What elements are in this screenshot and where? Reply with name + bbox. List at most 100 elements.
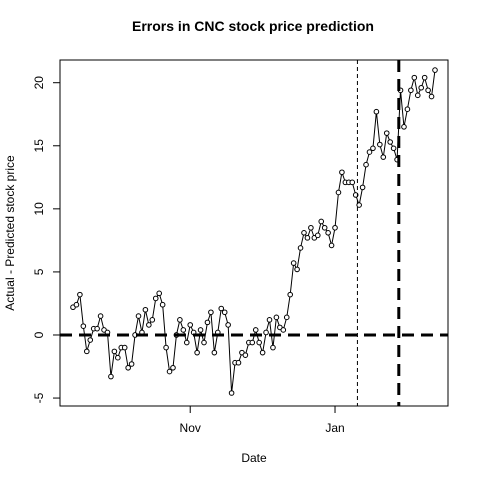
point (201, 339, 207, 346)
point (259, 349, 266, 356)
point (142, 306, 149, 313)
point (352, 192, 359, 198)
point (111, 348, 118, 355)
point (80, 323, 87, 329)
point (283, 314, 290, 321)
y-tick-label: 15 (32, 139, 46, 153)
point (280, 327, 287, 333)
point (418, 84, 425, 91)
plot-frame (59, 59, 449, 407)
point (308, 224, 314, 231)
point (294, 266, 300, 273)
point (242, 352, 249, 358)
point (77, 291, 83, 298)
y-axis-label: Actual - Predicted stock price (3, 155, 17, 311)
point (304, 235, 311, 241)
point (318, 218, 325, 225)
point (359, 184, 366, 191)
point (290, 260, 297, 266)
point (115, 354, 121, 361)
point (256, 339, 262, 346)
x-axis-label: Date (241, 451, 267, 465)
point (270, 344, 276, 351)
point (249, 339, 256, 346)
point (297, 245, 304, 251)
point (225, 322, 231, 328)
x-tick-label: Jan (325, 421, 344, 435)
point (432, 67, 438, 73)
point (73, 301, 80, 308)
point (373, 108, 380, 115)
point (263, 329, 269, 336)
point (287, 291, 294, 298)
point (339, 169, 345, 176)
point (383, 130, 390, 136)
point (321, 224, 328, 231)
point (121, 344, 128, 351)
point (94, 325, 100, 332)
point (377, 141, 383, 148)
point (156, 290, 162, 297)
point (404, 106, 411, 112)
point (332, 224, 338, 231)
point (146, 322, 152, 328)
point (335, 189, 342, 196)
point (363, 161, 369, 168)
point (128, 361, 135, 367)
point (390, 145, 397, 152)
point (135, 313, 142, 319)
point (401, 124, 407, 130)
point (83, 348, 90, 355)
point (408, 87, 414, 94)
point (108, 373, 114, 380)
point (314, 232, 321, 239)
point (414, 92, 421, 99)
point (149, 317, 156, 323)
point (273, 314, 280, 321)
point (197, 327, 204, 333)
point (218, 305, 225, 312)
point (387, 139, 393, 145)
point (349, 179, 356, 186)
point (428, 93, 435, 100)
y-tick-label: 0 (32, 331, 46, 338)
point (356, 202, 362, 208)
point (235, 359, 242, 366)
y-tick-label: 5 (32, 268, 46, 275)
point (163, 344, 169, 351)
point (425, 87, 431, 94)
chart-title: Errors in CNC stock price prediction (132, 18, 374, 34)
point (97, 313, 104, 319)
point (328, 242, 335, 249)
point (152, 295, 159, 302)
point (166, 368, 173, 375)
point (301, 230, 307, 236)
point (204, 319, 211, 326)
point (180, 327, 187, 333)
point (325, 230, 331, 236)
x-tick-label: Nov (180, 421, 201, 435)
point (87, 337, 94, 343)
point (366, 149, 373, 155)
point (370, 145, 376, 152)
point (125, 364, 131, 371)
point (266, 317, 273, 323)
point (211, 349, 218, 356)
point (177, 317, 183, 323)
point (187, 322, 194, 328)
point (183, 339, 190, 346)
point (380, 154, 387, 160)
point (208, 309, 214, 316)
point (194, 349, 200, 356)
y-tick-label: 10 (32, 202, 46, 216)
point (221, 309, 228, 316)
point (252, 327, 259, 333)
point (228, 390, 235, 396)
point (170, 364, 176, 371)
y-tick-label: -5 (32, 392, 46, 403)
point (411, 74, 418, 81)
point (159, 301, 166, 308)
y-tick-label: 20 (32, 76, 46, 90)
point (421, 74, 428, 81)
